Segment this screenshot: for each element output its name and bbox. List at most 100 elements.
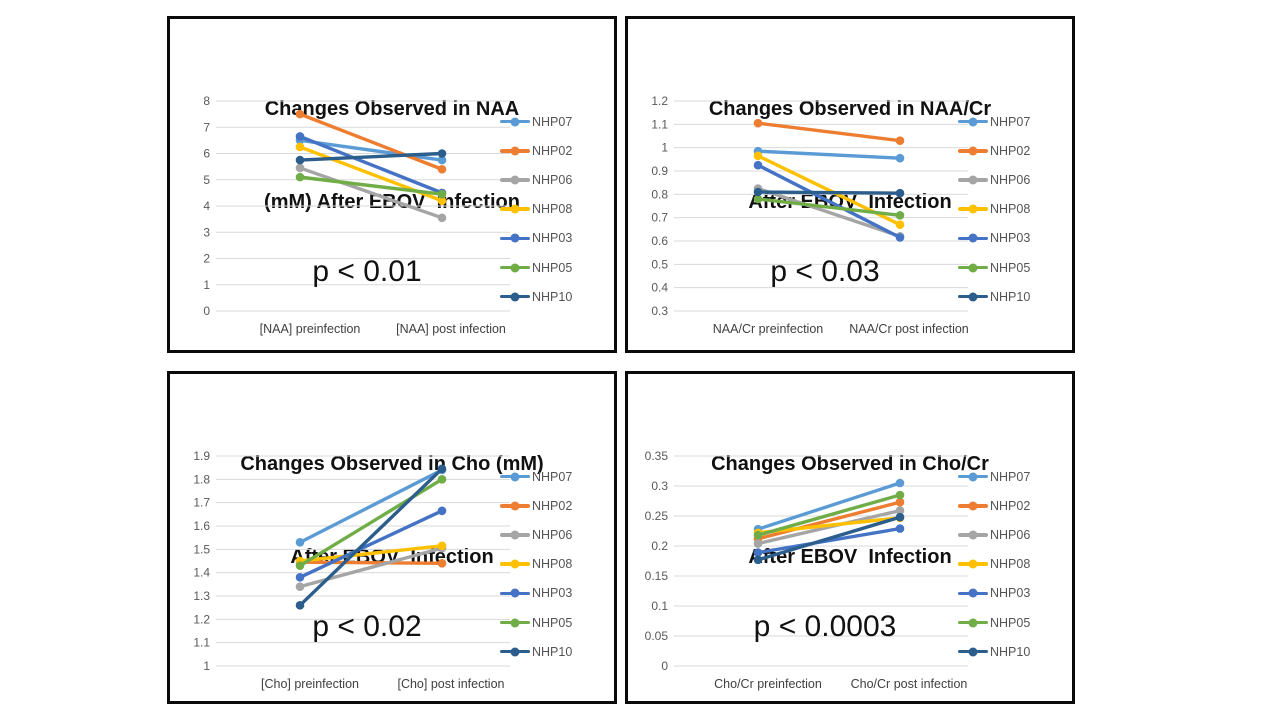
y-tick-label: 0 [661, 659, 668, 673]
series-line-nhp03 [756, 526, 902, 555]
legend-marker-dot-icon [510, 472, 520, 482]
series-line-nhp02 [298, 112, 444, 171]
legend-label: NHP08 [990, 202, 1031, 217]
legend-marker-dot-icon [968, 647, 978, 657]
legend-line-marker-icon [958, 501, 988, 511]
legend-item-nhp02: NHP02 [958, 491, 1030, 520]
legend-item-nhp06: NHP06 [500, 165, 572, 194]
y-tick-label: 0.4 [651, 281, 668, 295]
chart-title-line1: Changes Observed in NAA/Cr [708, 98, 992, 120]
y-tick-label: 0.9 [651, 164, 668, 178]
legend-marker-dot-icon [510, 292, 520, 302]
legend-item-nhp07: NHP07 [500, 462, 572, 491]
series-line-nhp02 [756, 500, 902, 541]
series-line-nhp07 [756, 481, 902, 531]
data-point-nhp10 [753, 187, 763, 197]
legend-item-nhp05: NHP05 [958, 253, 1030, 282]
data-point-nhp05 [895, 490, 905, 500]
data-point-nhp05 [295, 172, 305, 182]
data-point-nhp07 [437, 155, 447, 165]
legend-line-marker-icon [500, 233, 530, 243]
y-tick-label: 0.05 [645, 629, 669, 643]
data-point-nhp05 [753, 530, 763, 540]
y-tick-label: 1.7 [193, 496, 210, 510]
x-axis-label: Cho/Cr post infection [851, 677, 968, 691]
data-point-nhp06 [437, 213, 447, 223]
data-point-nhp02 [895, 136, 905, 145]
legend-marker-dot-icon [968, 501, 978, 511]
series-line-nhp10 [298, 151, 444, 162]
p-value-annotation: p < 0.0003 [753, 610, 897, 643]
data-point-nhp10 [295, 155, 305, 165]
legend-marker-dot-icon [968, 204, 978, 214]
legend-item-nhp08: NHP08 [500, 550, 572, 579]
data-point-nhp07 [295, 538, 305, 547]
data-point-nhp08 [437, 196, 447, 206]
legend-label: NHP02 [990, 498, 1031, 513]
y-tick-label: 7 [203, 120, 210, 134]
legend-marker-dot-icon [968, 117, 978, 127]
panel-cho-cr: Changes Observed in Cho/Cr After EBOV In… [625, 371, 1075, 704]
legend-line-marker-icon [500, 618, 530, 628]
y-tick-label: 1.4 [193, 566, 210, 580]
data-point-nhp02 [437, 164, 447, 174]
legend-label: NHP07 [532, 469, 573, 484]
series-line-nhp07 [298, 468, 444, 545]
legend-line-marker-icon [958, 263, 988, 273]
y-tick-label: 1.6 [193, 519, 210, 533]
series-line-nhp10 [756, 190, 902, 195]
y-tick-label: 0.35 [645, 449, 669, 463]
chart-legend: NHP07 NHP02 NHP06 NHP08 NHP03 NHP05 NHP10 [958, 107, 1030, 311]
data-point-nhp06 [295, 163, 305, 173]
legend-label: NHP03 [532, 586, 573, 601]
legend-marker-dot-icon [510, 559, 520, 569]
legend-item-nhp07: NHP07 [958, 107, 1030, 136]
y-tick-label: 1 [661, 141, 668, 155]
y-tick-label: 0.3 [651, 304, 668, 318]
series-line-nhp05 [298, 175, 444, 196]
legend-label: NHP08 [990, 557, 1031, 572]
legend-marker-dot-icon [968, 559, 978, 569]
legend-marker-dot-icon [510, 233, 520, 243]
data-point-nhp05 [437, 475, 447, 484]
legend-line-marker-icon [958, 175, 988, 185]
y-tick-label: 2 [203, 252, 210, 266]
legend-item-nhp07: NHP07 [958, 462, 1030, 491]
legend-item-nhp06: NHP06 [958, 520, 1030, 549]
data-point-nhp06 [895, 506, 905, 515]
y-tick-label: 1 [203, 659, 210, 673]
chart-legend: NHP07 NHP02 NHP06 NHP08 NHP03 NHP05 NHP10 [500, 107, 572, 311]
legend-line-marker-icon [500, 530, 530, 540]
legend-label: NHP08 [532, 202, 573, 217]
legend-label: NHP08 [532, 557, 573, 572]
data-point-nhp08 [437, 541, 447, 551]
legend-line-marker-icon [500, 472, 530, 482]
legend-line-marker-icon [500, 263, 530, 273]
series-line-nhp10 [298, 467, 444, 608]
legend-marker-dot-icon [968, 472, 978, 482]
chart-plot-area: 1 1.1 1.2 1.3 1.4 1.5 1.6 1.7 1.8 1.9 [Cho] preinf… [193, 449, 510, 691]
legend-line-marker-icon [500, 292, 530, 302]
x-axis-label: NAA/Cr preinfection [713, 322, 824, 336]
p-value-annotation: p < 0.03 [770, 255, 880, 288]
data-point-nhp03 [295, 132, 305, 141]
legend-item-nhp08: NHP08 [958, 195, 1030, 224]
legend-marker-dot-icon [968, 263, 978, 273]
data-point-nhp06 [753, 539, 763, 548]
data-point-nhp03 [753, 160, 763, 170]
data-point-nhp05 [895, 211, 905, 220]
y-tick-label: 0.1 [651, 599, 668, 613]
legend-marker-dot-icon [510, 618, 520, 628]
legend-item-nhp08: NHP08 [500, 195, 572, 224]
x-axis-label: [NAA] post infection [396, 322, 506, 336]
legend-label: NHP02 [532, 143, 573, 158]
data-point-nhp03 [895, 524, 905, 533]
series-line-nhp02 [756, 121, 902, 143]
legend-marker-dot-icon [968, 175, 978, 185]
series-line-nhp07 [298, 138, 444, 162]
legend-marker-dot-icon [968, 233, 978, 243]
legend-line-marker-icon [958, 233, 988, 243]
legend-line-marker-icon [958, 559, 988, 569]
y-tick-label: 1.8 [193, 472, 210, 486]
